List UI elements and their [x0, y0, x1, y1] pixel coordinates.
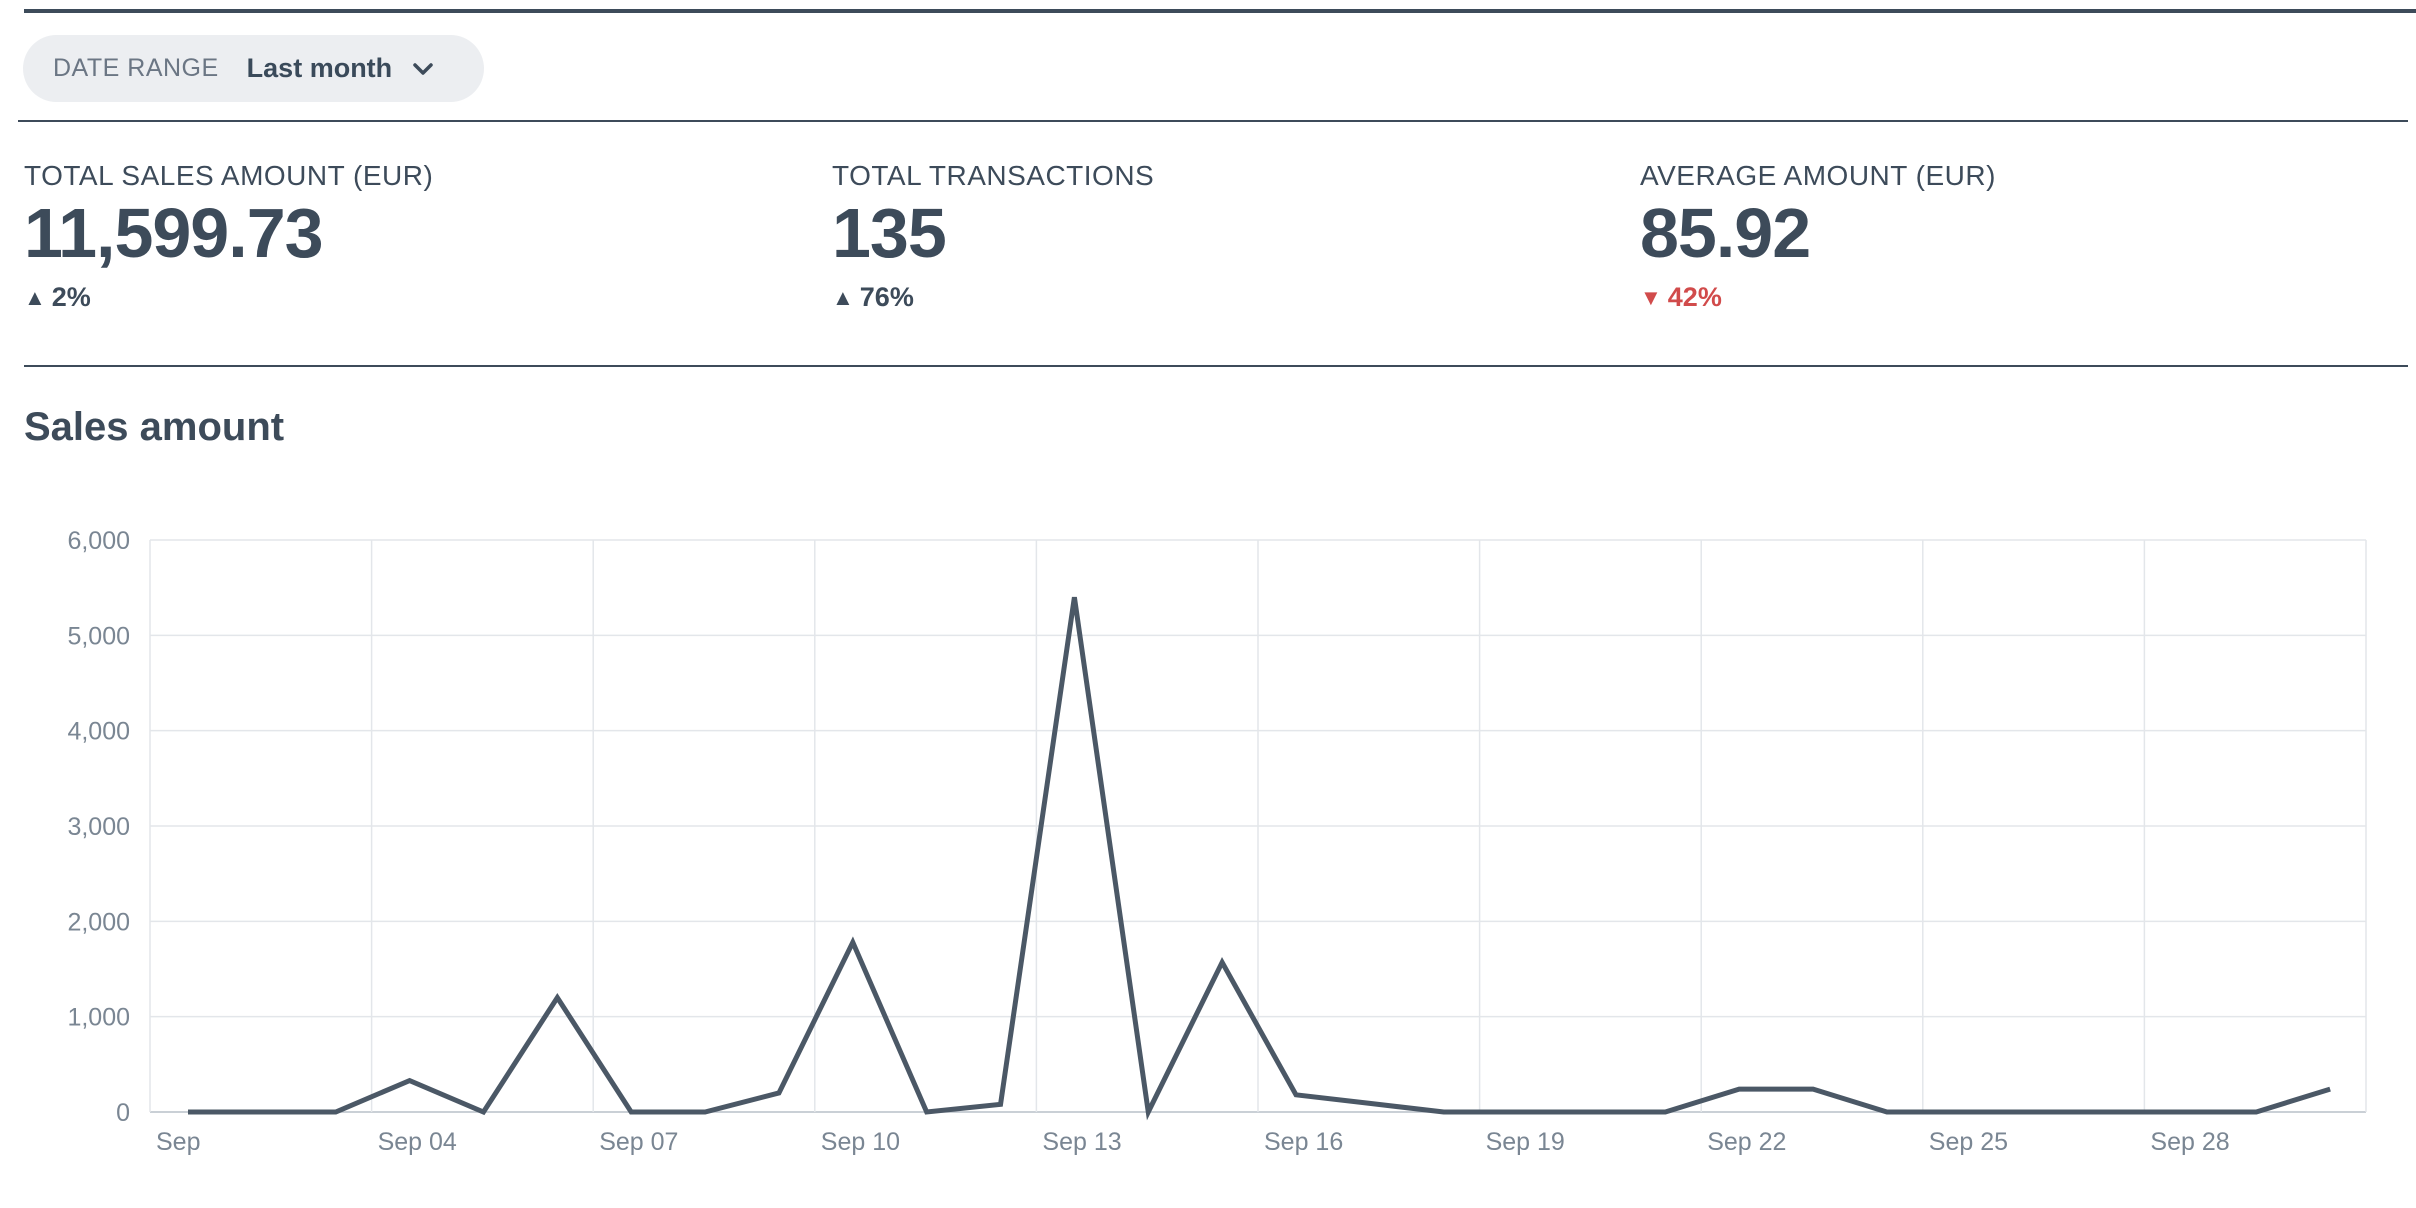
x-tick-label: Sep 22 — [1707, 1128, 1786, 1156]
y-tick-label: 6,000 — [67, 527, 130, 555]
stat-value: 11,599.73 — [24, 194, 324, 272]
y-tick-label: 4,000 — [67, 718, 130, 746]
top-divider — [24, 9, 2416, 13]
x-tick-label: Sep 13 — [1042, 1128, 1121, 1156]
filter-divider — [18, 120, 2408, 122]
stat-label: TOTAL SALES AMOUNT (EUR) — [24, 160, 434, 191]
x-tick-label: Sep 28 — [2150, 1128, 2229, 1156]
date-range-value: Last month — [246, 53, 393, 83]
y-tick-label: 3,000 — [67, 813, 130, 841]
x-tick-label: Sep 16 — [1264, 1128, 1343, 1156]
stat-total-transactions: TOTAL TRANSACTIONS 135 ▲ 76% — [832, 160, 1592, 313]
triangle-down-icon: ▼ — [1640, 284, 1662, 310]
triangle-up-icon: ▲ — [832, 284, 854, 310]
stat-label: AVERAGE AMOUNT (EUR) — [1640, 160, 1996, 191]
y-tick-label: 1,000 — [67, 1004, 130, 1032]
section-title: Sales amount — [24, 405, 285, 449]
stat-average-amount: AVERAGE AMOUNT (EUR) 85.92 ▼ 42% — [1640, 160, 2400, 313]
x-tick-label: Sep 07 — [599, 1128, 678, 1156]
stat-value: 135 — [832, 194, 947, 272]
y-tick-label: 0 — [116, 1099, 130, 1127]
x-tick-label: Sep — [156, 1128, 200, 1156]
series-line — [188, 596, 2331, 1121]
stat-change: ▲ 76% — [832, 282, 1592, 313]
stat-change: ▲ 2% — [24, 282, 784, 313]
x-tick-label: Sep 25 — [1929, 1128, 2008, 1156]
y-tick-label: 5,000 — [67, 622, 130, 650]
sales-amount-chart: 0 1,000 2,000 3,000 4,000 5,000 6,000 Sep Sep 04… — [67, 527, 2367, 1156]
stat-total-sales: TOTAL SALES AMOUNT (EUR) 11,599.73 ▲ 2% — [24, 160, 784, 313]
stat-change-value: 76% — [859, 282, 914, 312]
y-tick-label: 2,000 — [67, 908, 130, 936]
triangle-up-icon: ▲ — [24, 284, 46, 310]
stat-change-value: 2% — [51, 282, 91, 312]
stats-divider — [24, 365, 2408, 367]
x-tick-label: Sep 04 — [378, 1128, 457, 1156]
date-range-dropdown[interactable]: DATE RANGE Last month — [23, 35, 484, 102]
x-tick-label: Sep 19 — [1486, 1128, 1565, 1156]
chevron-down-icon — [412, 62, 434, 76]
stat-value: 85.92 — [1640, 194, 1811, 272]
stat-change-value: 42% — [1667, 282, 1722, 312]
stat-change: ▼ 42% — [1640, 282, 2400, 313]
stat-label: TOTAL TRANSACTIONS — [832, 160, 1155, 191]
x-tick-label: Sep 10 — [821, 1128, 900, 1156]
date-range-label: DATE RANGE — [53, 54, 219, 82]
